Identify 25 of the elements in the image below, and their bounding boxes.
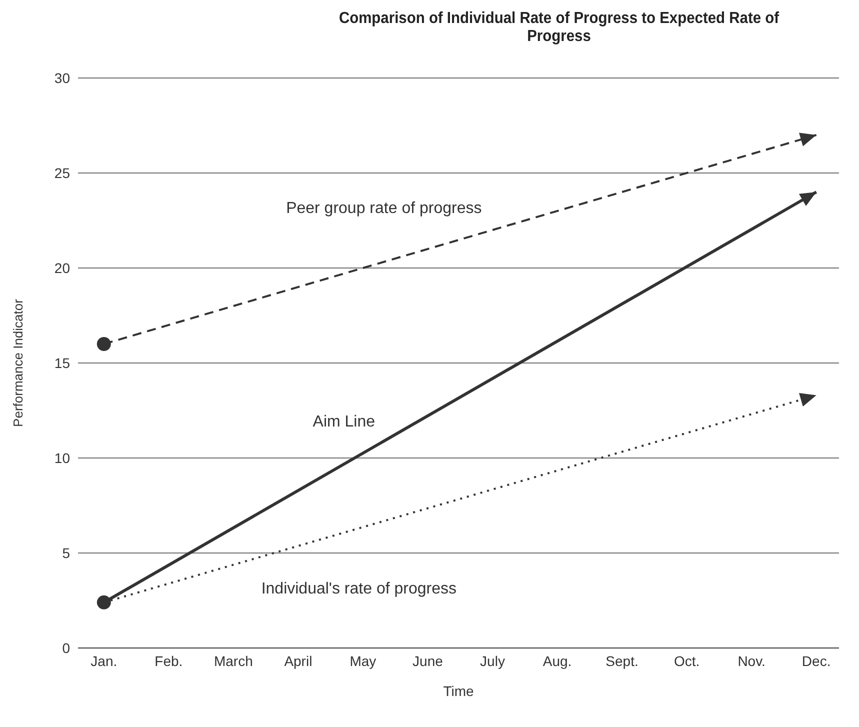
x-tick-label: Sept. (606, 652, 638, 669)
x-tick-label: Jan. (90, 652, 118, 669)
y-tick-label: 5 (62, 544, 70, 561)
x-tick-label: Oct. (674, 652, 700, 669)
y-tick-label: 15 (54, 354, 70, 371)
x-tick-label: March (214, 652, 253, 669)
x-tick-label: Feb. (154, 652, 183, 669)
series-label: Peer group rate of progress (286, 200, 482, 218)
y-tick-label: 30 (54, 70, 70, 86)
x-tick-label: April (284, 652, 312, 669)
x-tick-label: Aug. (542, 652, 572, 669)
chart-title: Comparison of Individual Rate of Progress to Expected Rate of Progress (337, 10, 780, 46)
y-tick-label: 25 (54, 164, 70, 181)
x-tick-label: June (412, 652, 444, 669)
x-tick-label: Nov. (738, 652, 766, 669)
y-tick-label: 10 (54, 450, 70, 466)
x-axis-title: Time (443, 683, 474, 699)
series-label: Aim Line (312, 414, 376, 431)
y-tick-label: 20 (54, 260, 70, 276)
y-axis-title: Performance Indicator (10, 298, 26, 427)
x-tick-label: Dec. (802, 652, 831, 669)
y-tick-label: 0 (62, 640, 70, 656)
series-label: Individual's rate of progress (261, 580, 456, 598)
x-tick-label: May (350, 652, 376, 669)
x-tick-label: July (480, 652, 505, 669)
